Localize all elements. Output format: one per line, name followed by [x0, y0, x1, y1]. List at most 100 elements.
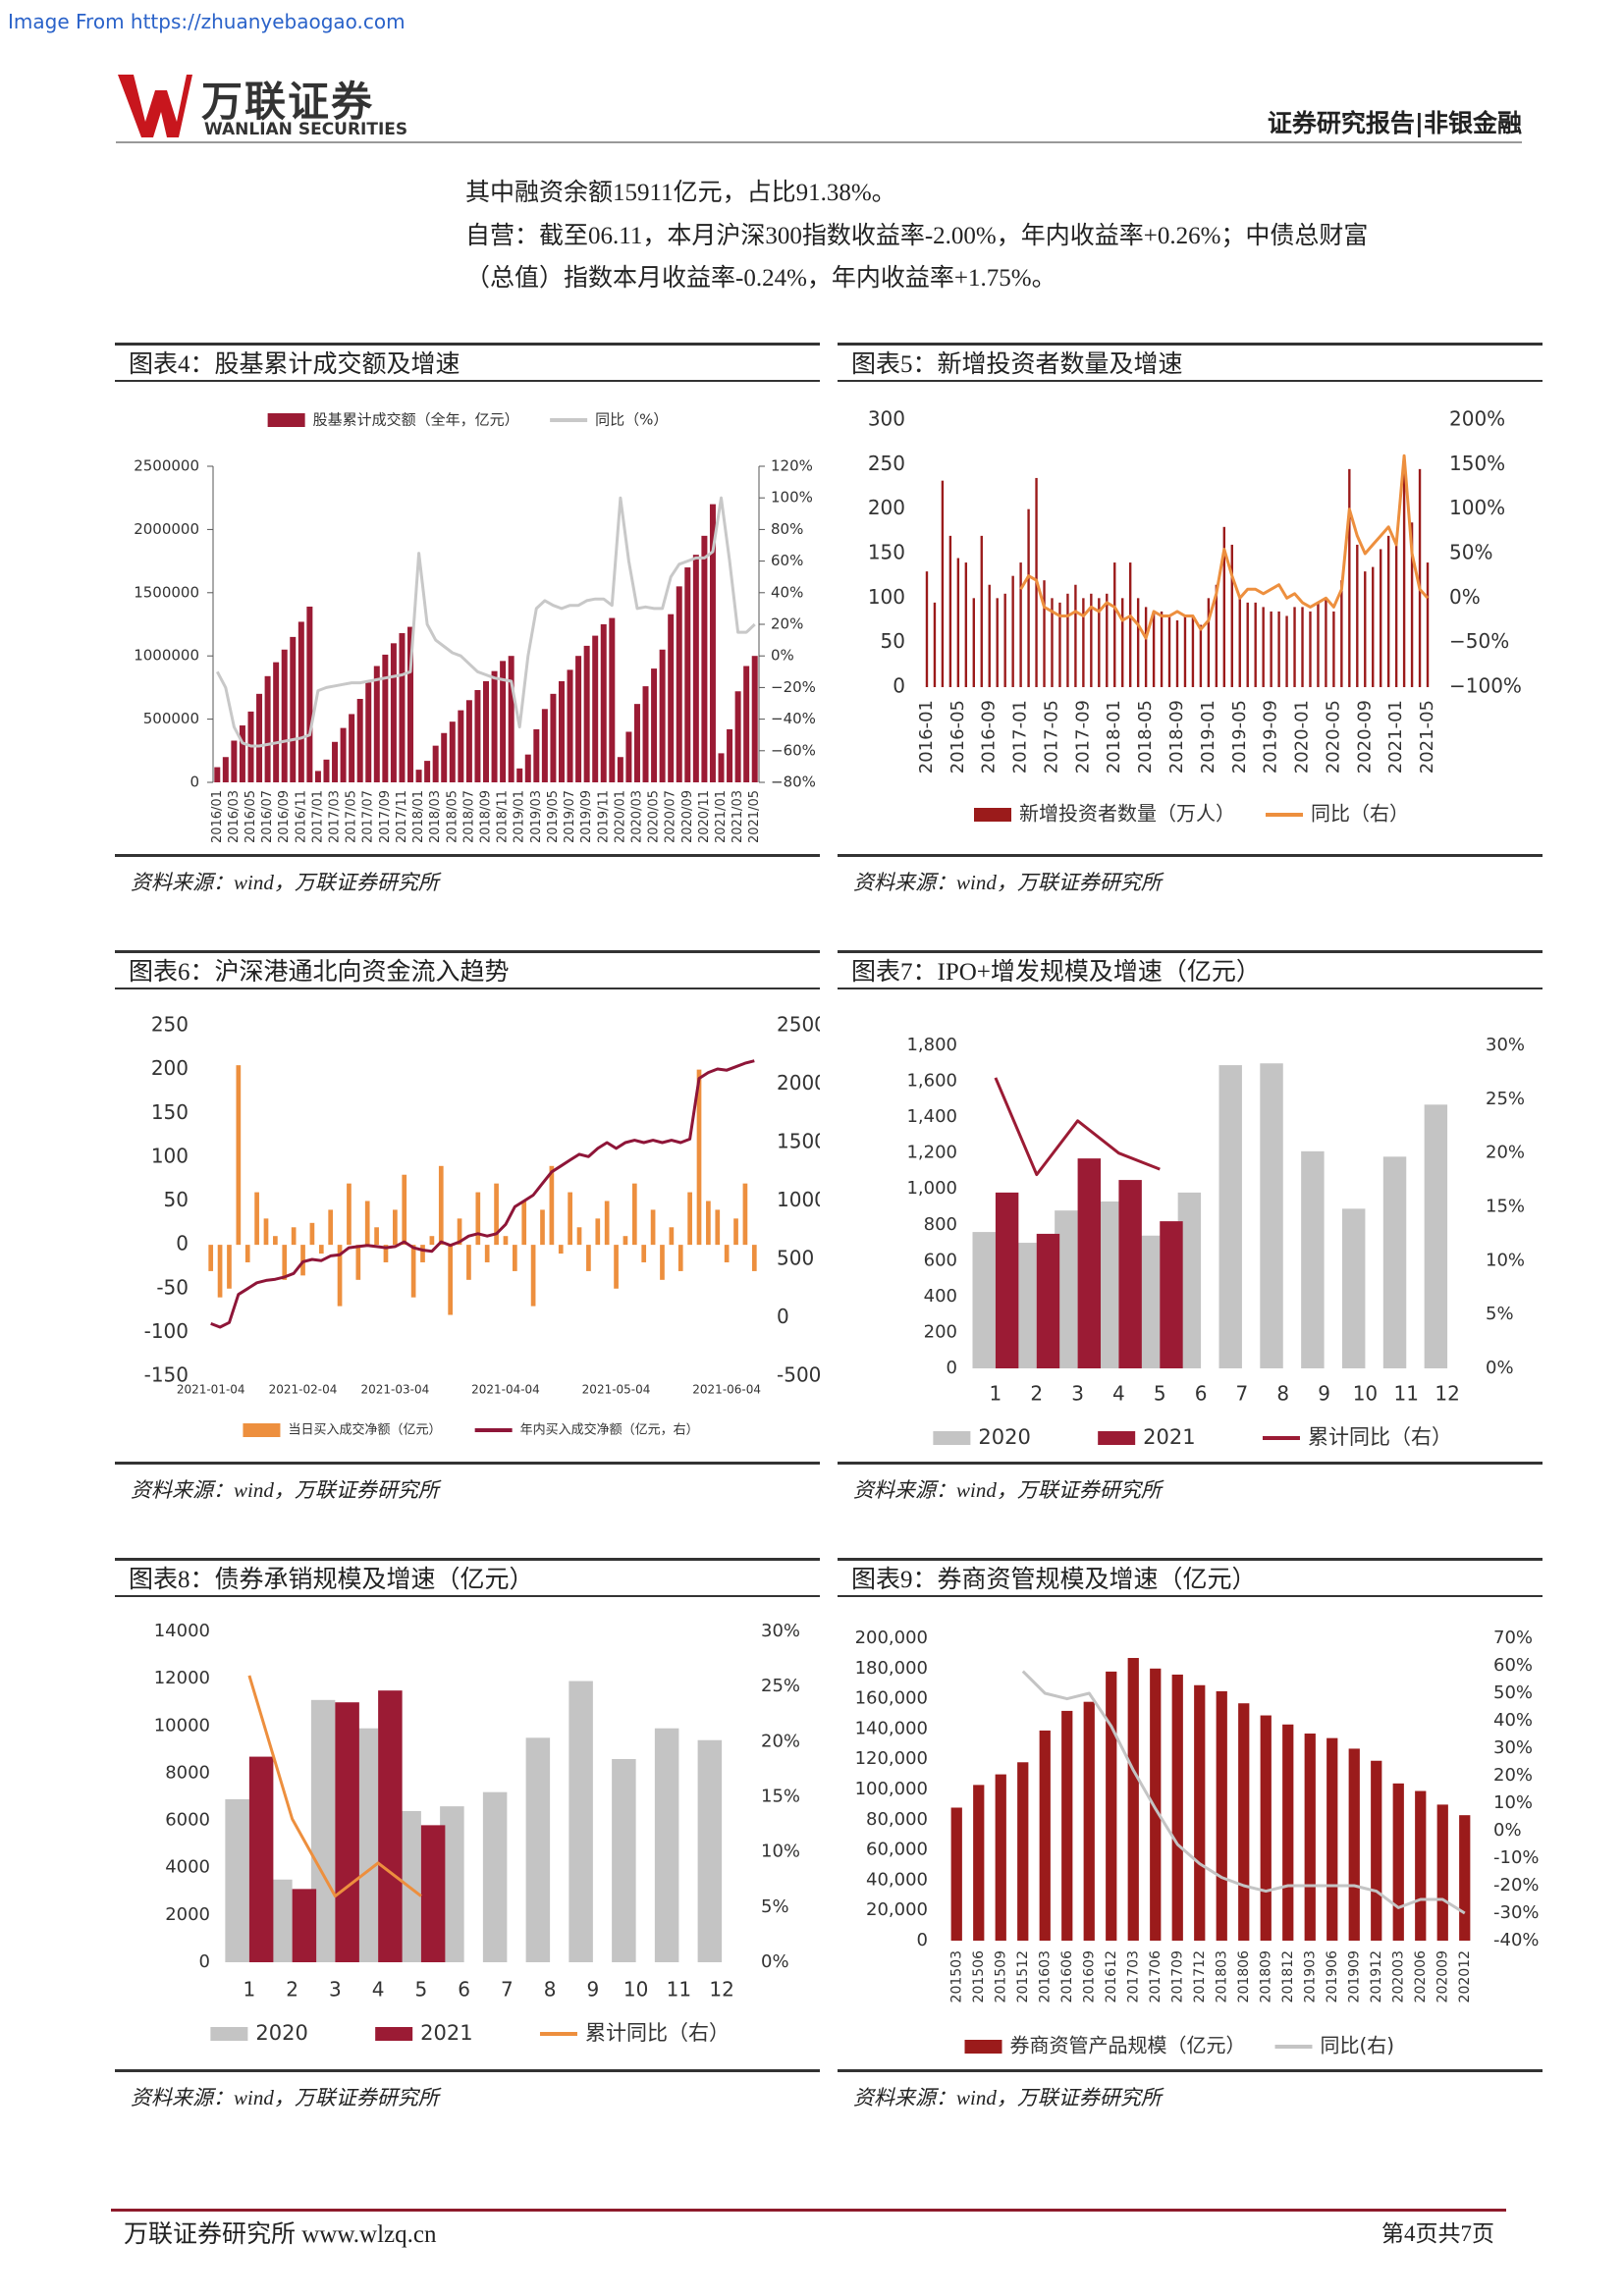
bar: [1218, 1065, 1242, 1368]
bar: [1410, 522, 1414, 687]
x-tick-label: 201709: [1169, 1950, 1185, 2002]
x-tick-label: 2017/11: [395, 790, 409, 843]
bar: [1332, 611, 1335, 687]
x-tick-label: 5: [1154, 1382, 1166, 1406]
y-tick-label: 1,200: [906, 1143, 957, 1163]
x-tick-label: 2016/03: [227, 790, 242, 843]
bar: [1055, 1210, 1078, 1368]
bar: [291, 1227, 297, 1246]
bar: [1282, 1724, 1294, 1941]
bar: [724, 1245, 730, 1262]
chart: 0 2000 4000 6000 8000 10000 12000 14000 0% 5% 10% 1…: [115, 1621, 820, 2072]
bar: [1238, 1703, 1250, 1941]
bar: [642, 686, 649, 782]
body-line: （总值）指数本月收益率-0.24%，年内收益率+1.75%。: [465, 265, 1056, 292]
watermark: Image From https://zhuanyebaogao.com: [8, 10, 406, 33]
bar: [1177, 1192, 1202, 1368]
y2-tick-label: 0%: [1449, 585, 1481, 609]
bar: [465, 700, 472, 782]
x-tick-label: 4: [1112, 1382, 1125, 1406]
y2-tick-label: 50%: [1449, 541, 1492, 564]
bar: [482, 1791, 508, 1962]
x-tick-label: 11: [667, 1978, 691, 2002]
bar: [393, 1209, 398, 1246]
bar: [751, 1245, 757, 1271]
bar: [567, 669, 573, 782]
y-tick-label: 50: [881, 629, 905, 653]
y-tick-label: 1500000: [134, 583, 199, 601]
y2-tick-label: 20%: [1493, 1765, 1533, 1786]
bar: [1371, 1760, 1382, 1941]
x-tick-label: 2021-02-04: [269, 1383, 338, 1397]
bar: [483, 680, 489, 782]
y2-tick-label: -500: [777, 1363, 820, 1387]
x-tick-label: 2018/01: [411, 790, 426, 843]
bar: [964, 562, 968, 687]
bar: [374, 1227, 379, 1246]
bar: [1199, 624, 1203, 687]
y2-tick-label: 25%: [761, 1676, 800, 1696]
legend-swatch: [964, 2040, 1002, 2054]
bar: [263, 1218, 269, 1246]
bar: [1051, 598, 1054, 687]
x-tick-label: 201703: [1125, 1950, 1141, 2002]
bar: [273, 662, 280, 782]
bar: [1364, 571, 1367, 687]
body-line: 自营：截至06.11，本月沪深300指数收益率-2.00%，年内收益率+0.26…: [465, 223, 1369, 249]
bar: [1194, 1684, 1206, 1941]
bar: [568, 1192, 572, 1246]
bar: [609, 617, 616, 782]
bar: [484, 1245, 490, 1262]
x-tick-label: 7: [501, 1978, 514, 2002]
bar: [1415, 1790, 1427, 1941]
x-tick-label: 201606: [1059, 1950, 1075, 2003]
y2-tick-label: 60%: [771, 552, 803, 569]
bar: [1394, 544, 1398, 687]
y2-tick-label: -20%: [1493, 1875, 1540, 1896]
bar: [236, 1065, 242, 1246]
figure-title: 图表9：券商资管规模及增速（亿元）: [838, 1558, 1543, 1597]
y2-tick-label: 5%: [1486, 1304, 1514, 1324]
bar: [1348, 468, 1351, 687]
x-tick-label: 2017/09: [378, 790, 393, 843]
x-tick-label: 8: [544, 1978, 557, 2002]
x-tick-label: 2021/03: [731, 790, 745, 843]
bar: [558, 1245, 564, 1255]
bar: [604, 1201, 610, 1246]
x-tick-label: 201812: [1280, 1950, 1296, 2002]
y2-tick-label: 1500: [777, 1130, 820, 1153]
bar: [1309, 611, 1312, 687]
figure-title: 图表5：新增投资者数量及增速: [838, 343, 1543, 382]
x-tick-label: 10: [623, 1978, 648, 2002]
legend-swatch: [210, 2027, 248, 2041]
bar: [1095, 1201, 1119, 1368]
y2-tick-label: -40%: [1493, 1930, 1540, 1950]
legend-swatch: [1098, 1431, 1136, 1445]
y-tick-label: 6000: [165, 1810, 210, 1831]
bar: [474, 689, 481, 782]
bar: [438, 1165, 444, 1246]
x-tick-label: 2018/09: [479, 790, 494, 843]
bar: [1372, 566, 1375, 687]
bar: [677, 1245, 683, 1271]
bar: [1152, 611, 1156, 687]
line: [994, 1077, 1161, 1177]
y-tick-label: 200,000: [855, 1628, 928, 1648]
x-tick-label: 2018/11: [496, 790, 511, 843]
y-tick-label: 8000: [165, 1762, 210, 1783]
y-tick-label: 200: [151, 1056, 189, 1080]
x-tick-label: 2017/01: [310, 790, 325, 843]
bar: [306, 606, 313, 782]
bar: [996, 598, 999, 687]
x-tick-label: 2019-05: [1229, 700, 1250, 774]
y-tick-label: 0: [176, 1232, 189, 1255]
y2-tick-label: 200%: [1449, 407, 1505, 431]
bar: [424, 761, 431, 782]
bar: [1270, 611, 1272, 687]
y2-tick-label: 20%: [761, 1731, 800, 1751]
bar: [1356, 544, 1359, 687]
bar: [1262, 607, 1265, 687]
bar: [549, 1165, 555, 1246]
bar: [457, 1218, 462, 1246]
